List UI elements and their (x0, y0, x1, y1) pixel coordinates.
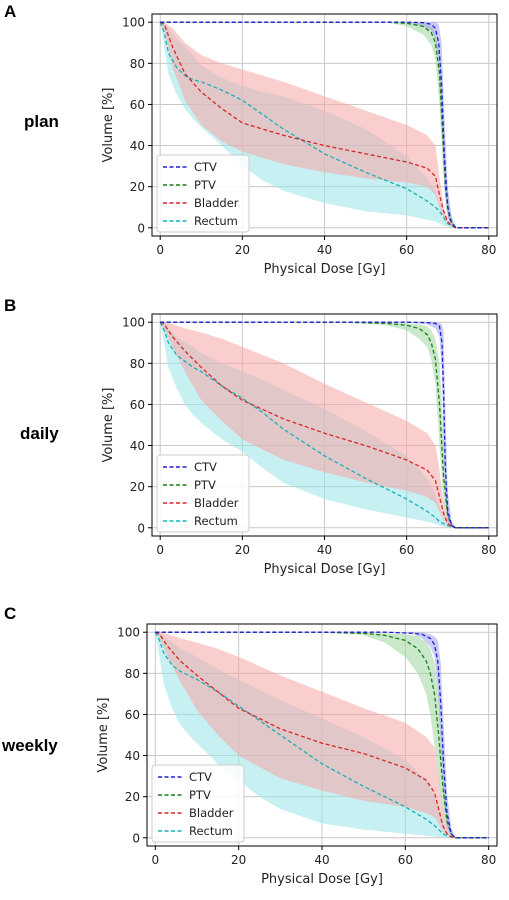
legend-box (156, 154, 250, 233)
x-tick-label: 20 (231, 853, 246, 867)
legend: CTV PTV Bladder Rectum (156, 154, 250, 233)
legend-label-ptv: PTV (189, 788, 211, 802)
x-tick-label: 0 (152, 853, 160, 867)
line-ctv (155, 631, 489, 839)
legend: CTV PTV Bladder Rectum (156, 454, 250, 533)
legend-label-ptv: PTV (194, 478, 216, 492)
x-axis-label: Physical Dose [Gy] (264, 262, 386, 277)
dvh-chart-daily: 0 20 40 60 80 0 20 40 60 80 100 Physical Dose [Gy] V… (101, 313, 498, 577)
legend-label-ptv: PTV (194, 178, 216, 192)
legend-label-ctv: CTV (189, 770, 212, 784)
line-rectum (154, 631, 489, 839)
x-tick-label: 80 (481, 853, 496, 867)
legend-label-bladder: Bladder (194, 496, 239, 510)
legend-box (151, 764, 245, 843)
x-tick-label: 40 (314, 853, 329, 867)
legend-box (156, 454, 250, 533)
legend: CTV PTV Bladder Rectum (151, 764, 245, 843)
dvh-panel-plan: A plan 0 20 40 60 80 0 20 40 60 80 100 Physical Dos… (0, 0, 509, 300)
dvh-panel-weekly: C weekly 0 20 40 60 80 0 20 40 60 80 100 Physical D… (0, 600, 509, 900)
row-label: daily (20, 424, 59, 443)
y-tick-label: 0 (132, 831, 140, 845)
band-bladder (160, 322, 489, 528)
band-bladder (155, 632, 489, 838)
y-tick-label: 100 (117, 626, 140, 640)
x-tick-label: 20 (235, 543, 250, 557)
x-tick-label: 60 (399, 243, 414, 257)
line-rectum (159, 321, 489, 529)
x-axis-label: Physical Dose [Gy] (264, 562, 386, 577)
legend-label-ctv: CTV (194, 460, 217, 474)
line-ctv (160, 321, 489, 529)
panel-letter: A (4, 2, 17, 21)
y-tick-label: 0 (137, 221, 145, 235)
x-tick-label: 80 (481, 543, 496, 557)
x-tick-label: 60 (398, 853, 413, 867)
legend-label-ctv: CTV (194, 160, 217, 174)
panel-letter: C (4, 604, 17, 623)
legend-label-rectum: Rectum (189, 824, 233, 838)
line-ptv (160, 321, 489, 529)
dvh-chart-weekly: 0 20 40 60 80 0 20 40 60 80 100 Physical Dose [Gy] V… (96, 623, 498, 887)
y-tick-label: 40 (130, 439, 145, 453)
dvh-chart-plan: 0 20 40 60 80 0 20 40 60 80 100 Physical Dose [Gy] V… (101, 13, 498, 277)
y-tick-label: 40 (130, 139, 145, 153)
panel-letter: B (4, 296, 17, 315)
y-axis-label: Volume [%] (96, 698, 111, 773)
y-tick-label: 60 (125, 708, 140, 722)
y-tick-label: 100 (122, 316, 145, 330)
x-tick-label: 40 (317, 543, 332, 557)
y-axis-label: Volume [%] (101, 388, 116, 463)
band-bladder (160, 22, 489, 228)
x-tick-label: 40 (317, 243, 332, 257)
x-axis-label: Physical Dose [Gy] (261, 872, 383, 887)
legend-label-bladder: Bladder (189, 806, 234, 820)
legend-label-rectum: Rectum (194, 514, 238, 528)
x-tick-label: 0 (156, 243, 164, 257)
y-tick-label: 40 (125, 749, 140, 763)
line-bladder (159, 21, 489, 229)
legend-label-rectum: Rectum (194, 214, 238, 228)
y-tick-label: 20 (130, 480, 145, 494)
row-label: plan (24, 112, 59, 131)
x-tick-label: 80 (481, 243, 496, 257)
line-bladder (155, 631, 489, 839)
y-tick-label: 0 (137, 521, 145, 535)
y-tick-label: 60 (130, 98, 145, 112)
legend-label-bladder: Bladder (194, 196, 239, 210)
y-tick-label: 80 (130, 57, 145, 71)
x-tick-label: 0 (156, 543, 164, 557)
line-ctv (160, 21, 489, 229)
y-axis-label: Volume [%] (101, 88, 116, 163)
y-tick-label: 80 (125, 667, 140, 681)
y-tick-label: 20 (130, 180, 145, 194)
y-tick-label: 100 (122, 16, 145, 30)
y-tick-label: 20 (125, 790, 140, 804)
row-label: weekly (2, 736, 58, 755)
x-tick-label: 20 (235, 243, 250, 257)
x-tick-label: 60 (399, 543, 414, 557)
dvh-panel-daily: B daily 0 20 40 60 80 0 20 40 60 80 100 Physical Do… (0, 296, 509, 600)
y-tick-label: 80 (130, 357, 145, 371)
line-rectum (159, 21, 489, 229)
y-tick-label: 60 (130, 398, 145, 412)
